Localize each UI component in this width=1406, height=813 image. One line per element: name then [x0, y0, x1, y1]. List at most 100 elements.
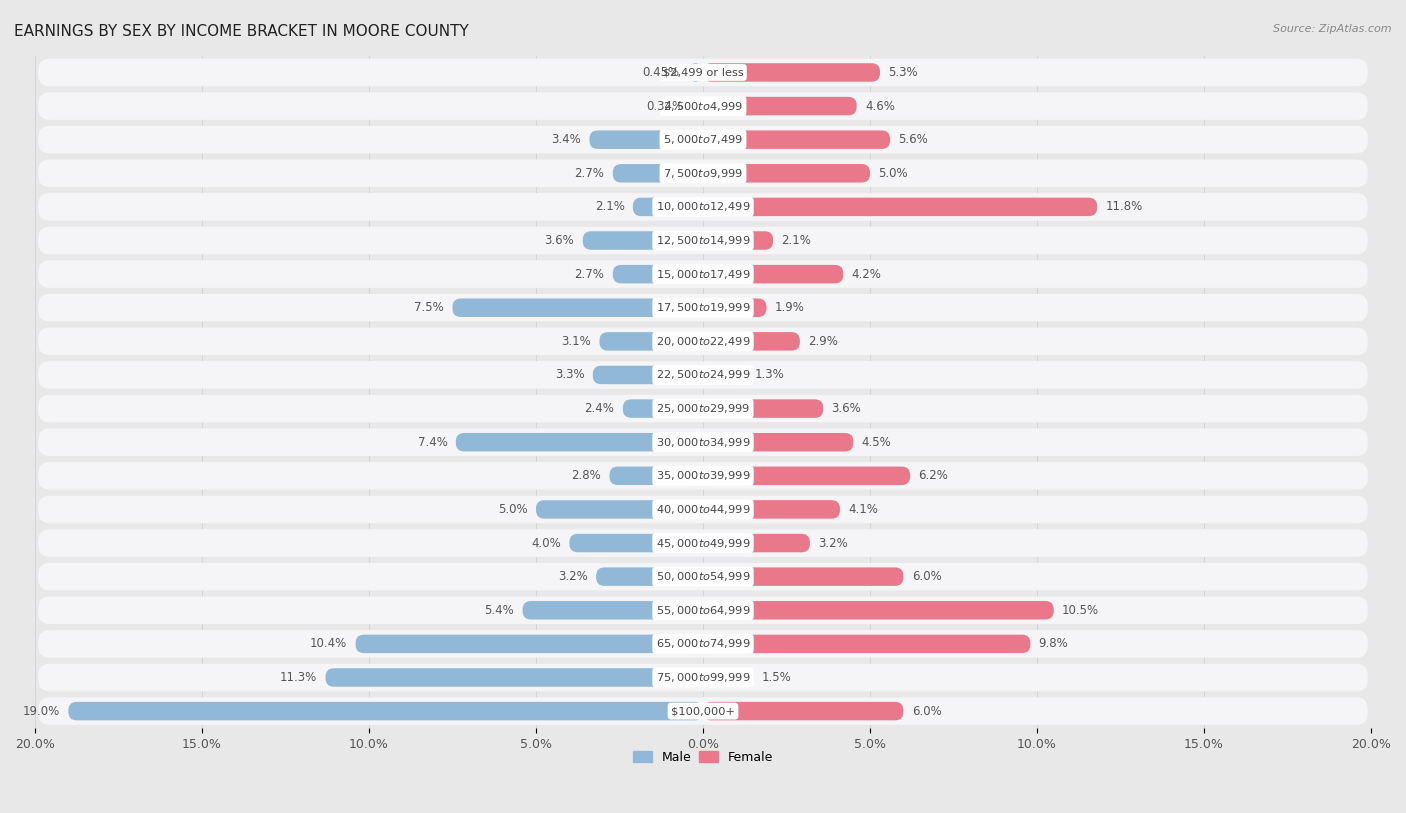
Text: 10.5%: 10.5%	[1062, 604, 1099, 617]
FancyBboxPatch shape	[703, 366, 747, 385]
Text: $5,000 to $7,499: $5,000 to $7,499	[664, 133, 742, 146]
FancyBboxPatch shape	[38, 93, 1368, 120]
FancyBboxPatch shape	[38, 428, 1368, 456]
FancyBboxPatch shape	[69, 702, 703, 720]
FancyBboxPatch shape	[523, 601, 703, 620]
FancyBboxPatch shape	[623, 399, 703, 418]
FancyBboxPatch shape	[703, 399, 824, 418]
FancyBboxPatch shape	[38, 496, 1368, 524]
FancyBboxPatch shape	[38, 294, 1368, 321]
Text: 6.0%: 6.0%	[911, 705, 942, 718]
Text: 6.0%: 6.0%	[911, 570, 942, 583]
Text: $12,500 to $14,999: $12,500 to $14,999	[655, 234, 751, 247]
Text: 3.6%: 3.6%	[831, 402, 862, 415]
Text: $65,000 to $74,999: $65,000 to $74,999	[655, 637, 751, 650]
Text: 7.5%: 7.5%	[415, 302, 444, 315]
FancyBboxPatch shape	[38, 193, 1368, 220]
FancyBboxPatch shape	[38, 260, 1368, 288]
Text: 2.9%: 2.9%	[808, 335, 838, 348]
FancyBboxPatch shape	[613, 265, 703, 284]
Text: 10.4%: 10.4%	[309, 637, 347, 650]
Legend: Male, Female: Male, Female	[628, 746, 778, 769]
Text: 2.8%: 2.8%	[571, 469, 602, 482]
FancyBboxPatch shape	[703, 130, 890, 149]
FancyBboxPatch shape	[703, 500, 839, 519]
Text: 11.8%: 11.8%	[1105, 201, 1143, 213]
Text: 9.8%: 9.8%	[1039, 637, 1069, 650]
FancyBboxPatch shape	[692, 97, 703, 115]
FancyBboxPatch shape	[596, 567, 703, 586]
FancyBboxPatch shape	[703, 198, 1097, 216]
FancyBboxPatch shape	[613, 164, 703, 183]
Text: 1.9%: 1.9%	[775, 302, 804, 315]
FancyBboxPatch shape	[38, 663, 1368, 691]
Text: $15,000 to $17,499: $15,000 to $17,499	[655, 267, 751, 280]
Text: 11.3%: 11.3%	[280, 671, 318, 684]
Text: $40,000 to $44,999: $40,000 to $44,999	[655, 503, 751, 516]
Text: 0.45%: 0.45%	[643, 66, 679, 79]
Text: 6.2%: 6.2%	[918, 469, 948, 482]
FancyBboxPatch shape	[456, 433, 703, 451]
Text: 3.6%: 3.6%	[544, 234, 575, 247]
FancyBboxPatch shape	[38, 563, 1368, 590]
FancyBboxPatch shape	[38, 395, 1368, 423]
FancyBboxPatch shape	[38, 529, 1368, 557]
Text: Source: ZipAtlas.com: Source: ZipAtlas.com	[1274, 24, 1392, 34]
Text: $7,500 to $9,999: $7,500 to $9,999	[664, 167, 742, 180]
FancyBboxPatch shape	[703, 333, 800, 350]
FancyBboxPatch shape	[703, 534, 810, 552]
Text: 2.7%: 2.7%	[575, 167, 605, 180]
Text: 5.6%: 5.6%	[898, 133, 928, 146]
Text: $2,499 or less: $2,499 or less	[662, 67, 744, 77]
FancyBboxPatch shape	[599, 333, 703, 350]
FancyBboxPatch shape	[582, 231, 703, 250]
Text: $50,000 to $54,999: $50,000 to $54,999	[655, 570, 751, 583]
FancyBboxPatch shape	[38, 361, 1368, 389]
Text: 2.1%: 2.1%	[782, 234, 811, 247]
FancyBboxPatch shape	[38, 227, 1368, 254]
FancyBboxPatch shape	[703, 164, 870, 183]
Text: 4.6%: 4.6%	[865, 99, 894, 112]
Text: 5.0%: 5.0%	[498, 503, 527, 516]
FancyBboxPatch shape	[703, 298, 766, 317]
FancyBboxPatch shape	[703, 265, 844, 284]
FancyBboxPatch shape	[453, 298, 703, 317]
Text: $2,500 to $4,999: $2,500 to $4,999	[664, 99, 742, 112]
Text: $100,000+: $100,000+	[671, 706, 735, 716]
FancyBboxPatch shape	[703, 433, 853, 451]
FancyBboxPatch shape	[38, 462, 1368, 489]
FancyBboxPatch shape	[609, 467, 703, 485]
FancyBboxPatch shape	[38, 126, 1368, 154]
FancyBboxPatch shape	[38, 59, 1368, 86]
FancyBboxPatch shape	[703, 63, 880, 81]
Text: 2.7%: 2.7%	[575, 267, 605, 280]
Text: 4.1%: 4.1%	[848, 503, 879, 516]
FancyBboxPatch shape	[38, 597, 1368, 624]
Text: 5.4%: 5.4%	[485, 604, 515, 617]
Text: 5.3%: 5.3%	[889, 66, 918, 79]
FancyBboxPatch shape	[703, 635, 1031, 653]
FancyBboxPatch shape	[38, 698, 1368, 725]
FancyBboxPatch shape	[593, 366, 703, 385]
FancyBboxPatch shape	[703, 231, 773, 250]
FancyBboxPatch shape	[589, 130, 703, 149]
Text: $30,000 to $34,999: $30,000 to $34,999	[655, 436, 751, 449]
Text: 2.4%: 2.4%	[585, 402, 614, 415]
FancyBboxPatch shape	[38, 630, 1368, 658]
Text: $35,000 to $39,999: $35,000 to $39,999	[655, 469, 751, 482]
Text: 4.0%: 4.0%	[531, 537, 561, 550]
FancyBboxPatch shape	[38, 328, 1368, 355]
Text: 5.0%: 5.0%	[879, 167, 908, 180]
FancyBboxPatch shape	[633, 198, 703, 216]
FancyBboxPatch shape	[703, 601, 1053, 620]
Text: 4.2%: 4.2%	[852, 267, 882, 280]
Text: EARNINGS BY SEX BY INCOME BRACKET IN MOORE COUNTY: EARNINGS BY SEX BY INCOME BRACKET IN MOO…	[14, 24, 468, 39]
Text: 2.1%: 2.1%	[595, 201, 624, 213]
Text: $55,000 to $64,999: $55,000 to $64,999	[655, 604, 751, 617]
Text: 0.34%: 0.34%	[647, 99, 683, 112]
FancyBboxPatch shape	[356, 635, 703, 653]
FancyBboxPatch shape	[703, 567, 904, 586]
Text: 19.0%: 19.0%	[22, 705, 60, 718]
FancyBboxPatch shape	[703, 702, 904, 720]
Text: $17,500 to $19,999: $17,500 to $19,999	[655, 302, 751, 315]
